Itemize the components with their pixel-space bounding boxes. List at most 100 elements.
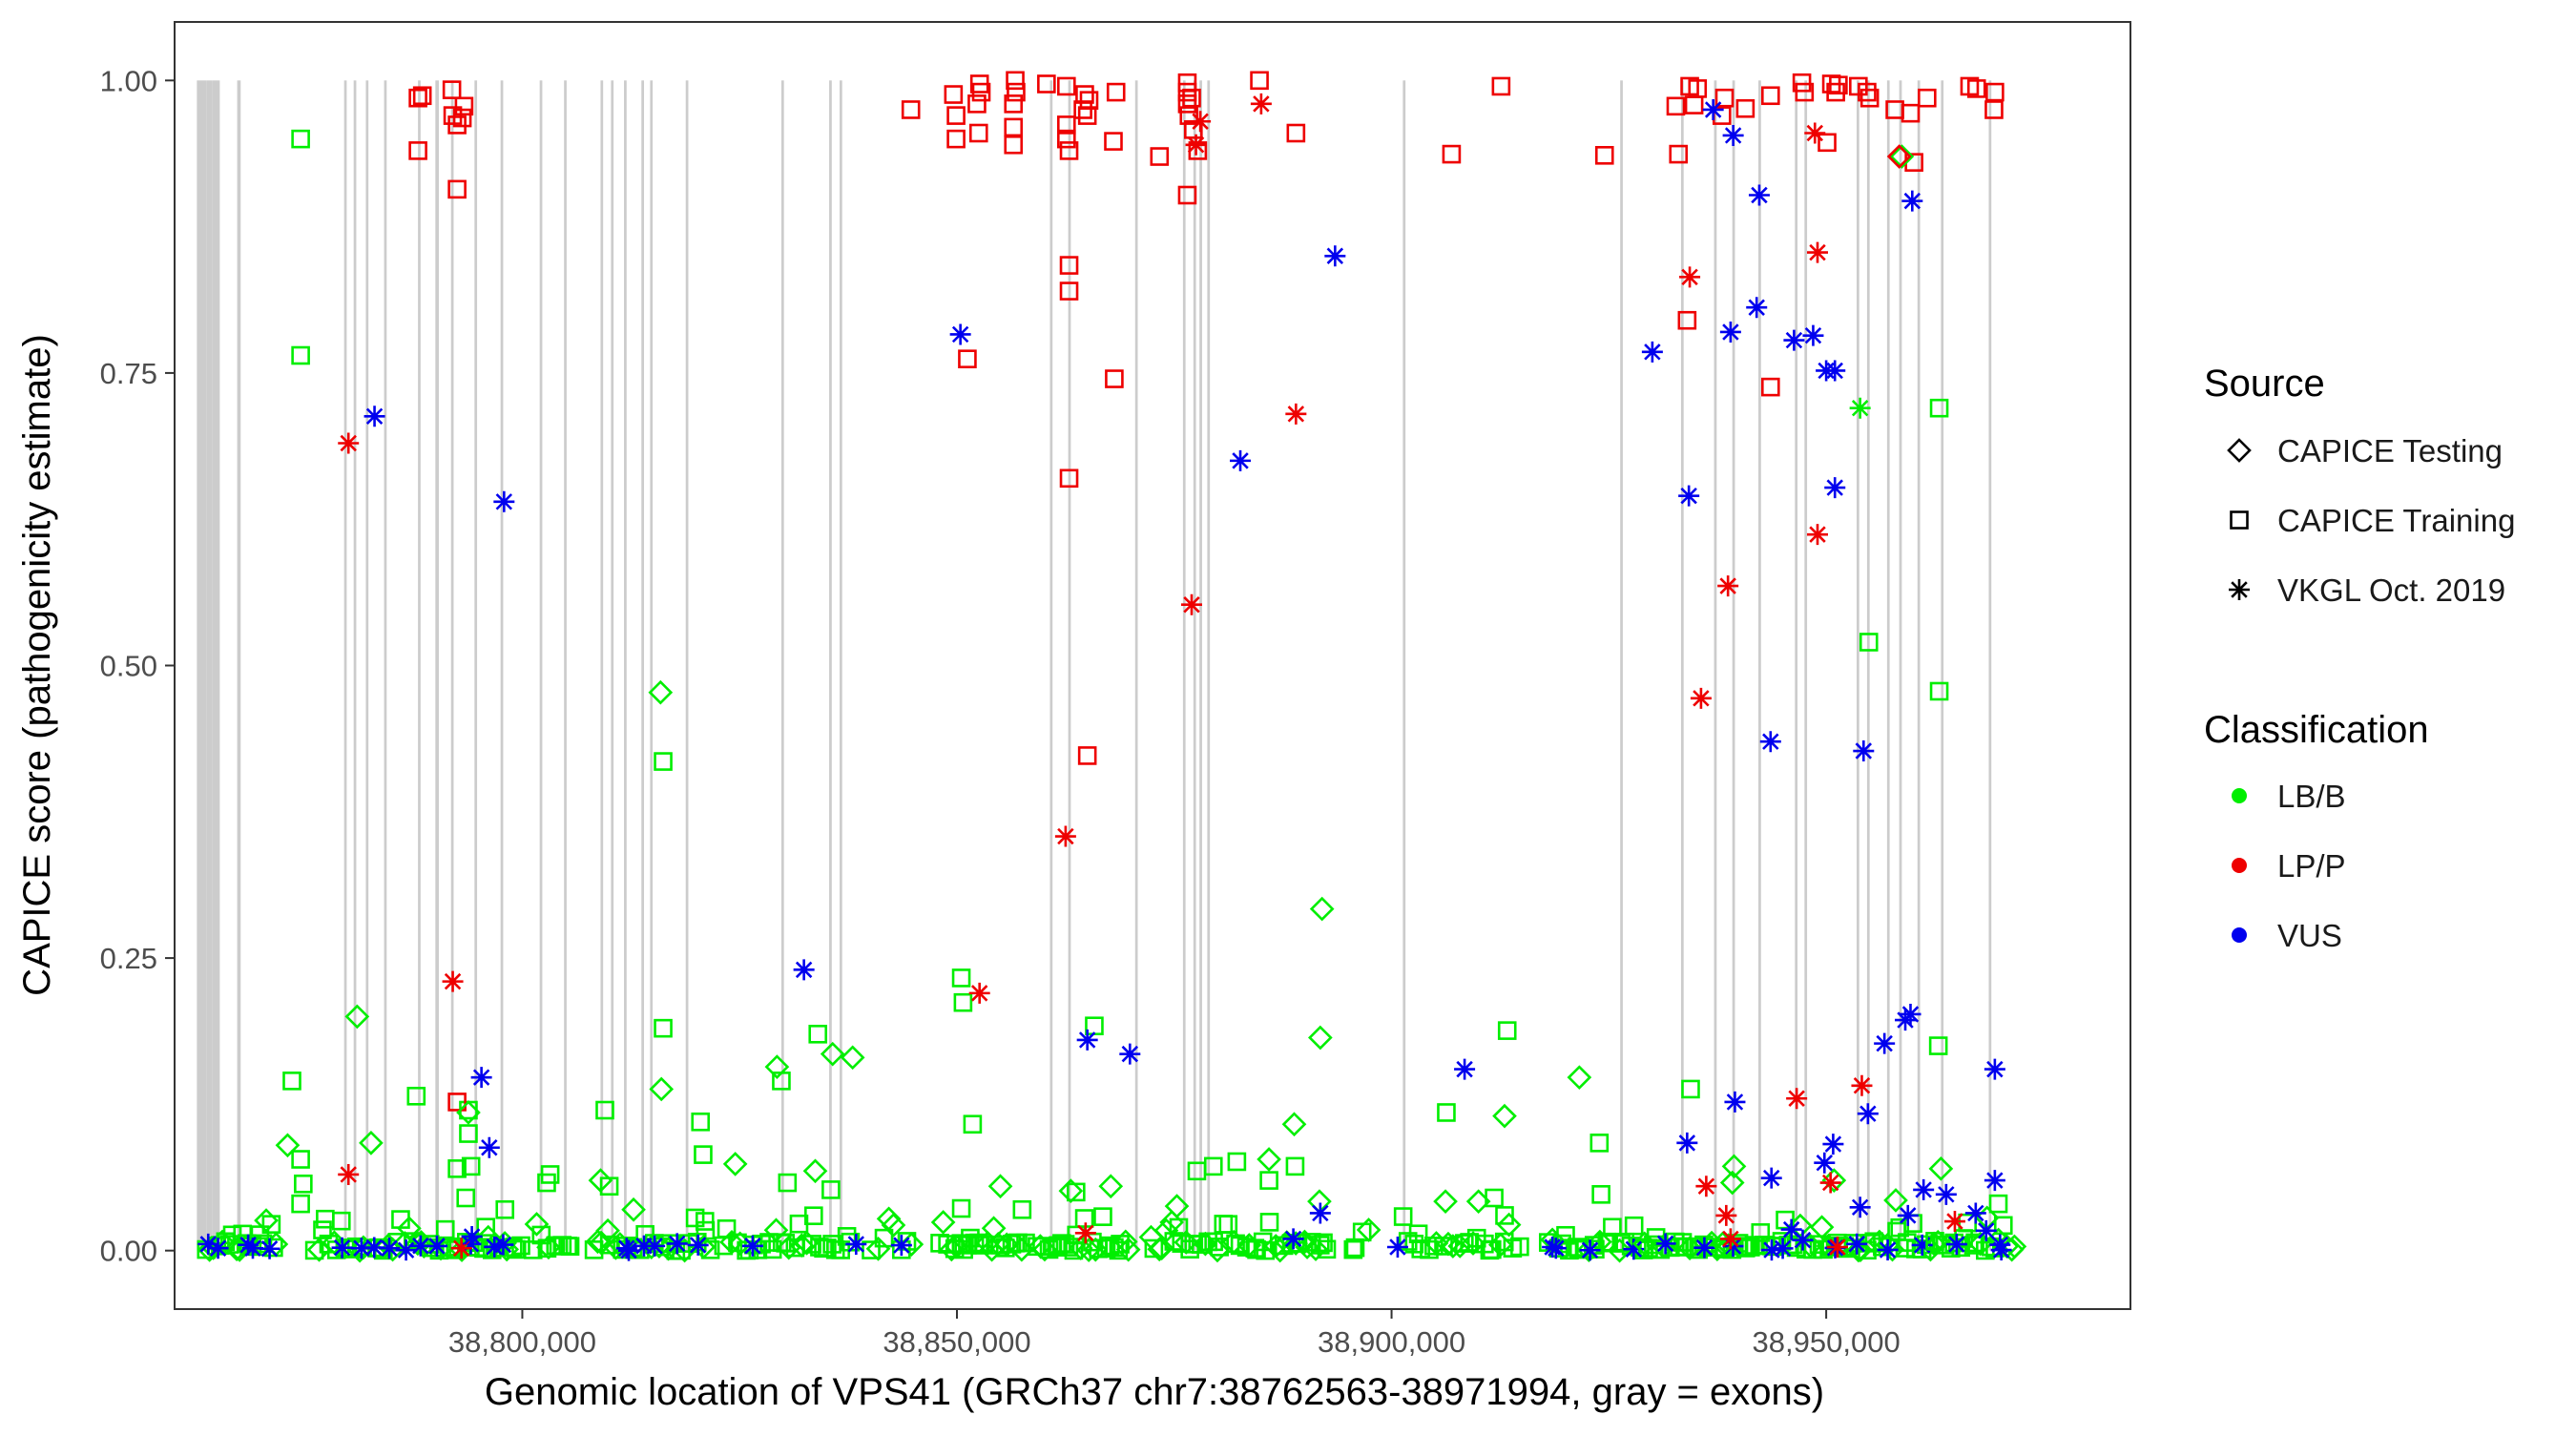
exon-band <box>1899 80 1902 1251</box>
data-point <box>1814 1152 1836 1174</box>
exon-band <box>435 80 439 1251</box>
baseline-point <box>1032 1237 1057 1262</box>
baseline-point <box>1588 1229 1612 1255</box>
data-point <box>379 1238 401 1259</box>
legend-key-dot <box>2232 927 2247 943</box>
data-point <box>1177 94 1197 114</box>
data-point <box>1824 477 1846 499</box>
data-point <box>946 106 966 125</box>
data-point <box>447 115 467 135</box>
baseline-point <box>930 1210 956 1235</box>
baseline-vus-point <box>687 1234 709 1256</box>
data-point <box>1098 1174 1124 1199</box>
data-point <box>1594 146 1614 165</box>
exon-band <box>1758 80 1761 1251</box>
data-point <box>1077 106 1097 125</box>
data-point <box>695 1212 715 1231</box>
baseline-point <box>1510 1237 1529 1257</box>
data-point <box>1874 1032 1896 1054</box>
data-point <box>946 129 966 149</box>
baseline-point <box>1776 1210 1795 1230</box>
data-point <box>820 1041 845 1067</box>
baseline-point <box>1303 1237 1328 1261</box>
baseline-vus-point <box>1911 1234 1933 1256</box>
exon-band <box>384 80 387 1251</box>
baseline-point <box>331 1211 351 1231</box>
x-axis: 38,800,000 38,850,000 38,900,000 38,950,000 <box>448 1309 1901 1359</box>
baseline-point <box>994 1232 1020 1258</box>
legend-key-dot <box>2232 858 2247 873</box>
exon-band <box>1193 80 1196 1251</box>
baseline-point <box>1744 1236 1764 1255</box>
data-point <box>359 1131 384 1155</box>
baseline-point <box>1115 1237 1141 1262</box>
data-point <box>364 406 385 427</box>
data-point <box>537 1173 556 1193</box>
data-point <box>1631 1231 1657 1257</box>
baseline-point <box>1556 1225 1575 1245</box>
legend-label-capice-training: CAPICE Training <box>2277 503 2515 538</box>
baseline-point <box>595 1217 620 1243</box>
data-point <box>459 1124 478 1143</box>
baseline-point <box>1226 1234 1245 1254</box>
data-point <box>1819 1172 1841 1194</box>
exon-band <box>343 80 347 1251</box>
data-point <box>1057 76 1076 96</box>
data-point <box>654 752 673 771</box>
baseline-point <box>1256 1240 1276 1260</box>
data-point <box>951 968 971 988</box>
data-point <box>1589 1134 1610 1153</box>
data-point <box>1308 1025 1333 1051</box>
data-point <box>412 86 432 106</box>
exon-band <box>780 80 784 1251</box>
plot-panel <box>174 21 2131 1310</box>
data-point <box>350 1238 372 1259</box>
baseline-point <box>804 1206 823 1226</box>
data-point <box>1857 1103 1879 1125</box>
data-point <box>1286 123 1306 143</box>
data-point <box>1227 1152 1247 1172</box>
data-point <box>1901 103 1921 123</box>
data-point <box>1437 1103 1456 1122</box>
data-point <box>1822 1134 1844 1155</box>
data-point <box>588 1168 613 1193</box>
baseline-vus-point <box>426 1235 447 1257</box>
data-point <box>1889 144 1915 169</box>
exon-band <box>1866 80 1870 1251</box>
data-point <box>1285 403 1307 425</box>
exon-band <box>624 80 627 1251</box>
exon-band <box>500 80 504 1251</box>
data-point <box>1177 82 1197 102</box>
data-point <box>621 1197 646 1222</box>
data-point <box>275 1133 301 1158</box>
data-point <box>1004 117 1024 137</box>
data-point <box>778 1173 798 1193</box>
data-point <box>1059 256 1079 275</box>
exon-band <box>611 80 614 1251</box>
data-point <box>1746 297 1768 319</box>
exon-band <box>237 80 241 1251</box>
data-point <box>1821 1168 1847 1193</box>
exon-band <box>1917 80 1921 1251</box>
data-point <box>1281 1112 1307 1137</box>
data-point <box>408 141 427 160</box>
baseline-point <box>1488 1232 1513 1258</box>
baseline-vus-point <box>1877 1238 1899 1260</box>
data-point <box>1257 1147 1281 1172</box>
data-point <box>1105 369 1124 388</box>
exon-band <box>564 80 567 1251</box>
data-point <box>291 1194 310 1214</box>
exon-bands <box>197 80 1992 1251</box>
baseline-point <box>1408 1224 1428 1244</box>
data-point <box>1928 1156 1954 1181</box>
data-point <box>1591 1185 1610 1204</box>
data-point <box>615 1238 637 1259</box>
data-point <box>1761 377 1780 397</box>
baseline-point <box>1343 1239 1363 1259</box>
baseline-point <box>1149 1236 1174 1260</box>
data-point <box>408 88 427 108</box>
data-point <box>1179 106 1199 125</box>
data-point <box>1748 184 1770 206</box>
y-axis: 0.00 0.25 0.50 0.75 1.00 <box>100 64 175 1268</box>
